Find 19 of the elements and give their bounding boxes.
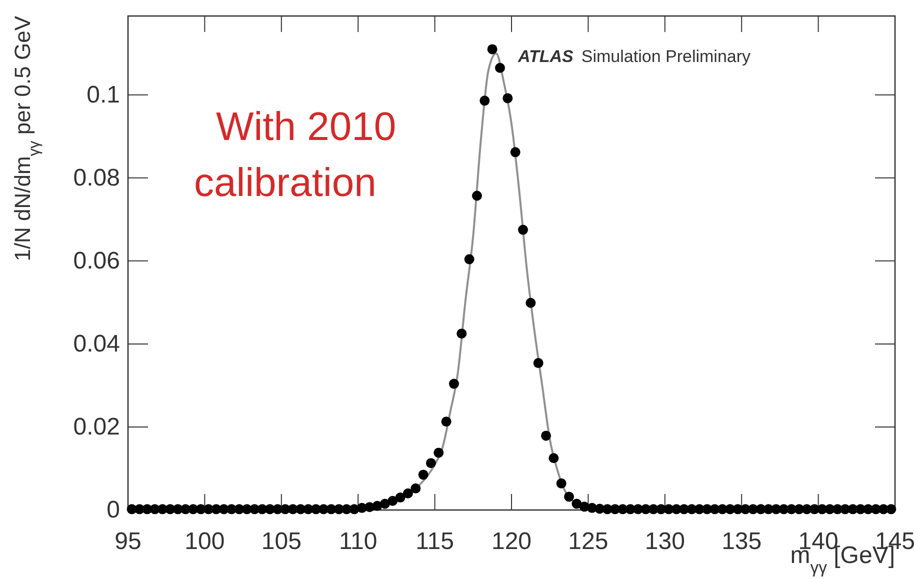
annotation: calibration: [194, 161, 376, 205]
y-tick-label: 0.02: [73, 413, 120, 440]
x-tick-label: 105: [261, 528, 302, 556]
annotation: With 2010: [216, 105, 396, 149]
x-tick-label: 115: [416, 528, 454, 556]
y-tick-label: 0.08: [73, 164, 120, 192]
x-tick-label: 135: [722, 528, 762, 556]
annotation: Simulation Preliminary: [581, 47, 752, 66]
y-tick-label: 0: [106, 496, 120, 524]
annotation: ATLAS: [517, 47, 574, 66]
y-tick-label: 0.06: [73, 247, 120, 274]
x-tick-label: 110: [338, 528, 378, 556]
x-tick-label: 95: [114, 528, 142, 556]
y-tick-label: 0.1: [86, 81, 120, 108]
x-tick-label: 100: [184, 528, 225, 556]
x-tick-label: 125: [568, 528, 608, 556]
x-tick-label: 120: [491, 528, 532, 556]
x-tick-label: 130: [644, 528, 685, 556]
y-tick-label: 0.04: [73, 330, 120, 358]
